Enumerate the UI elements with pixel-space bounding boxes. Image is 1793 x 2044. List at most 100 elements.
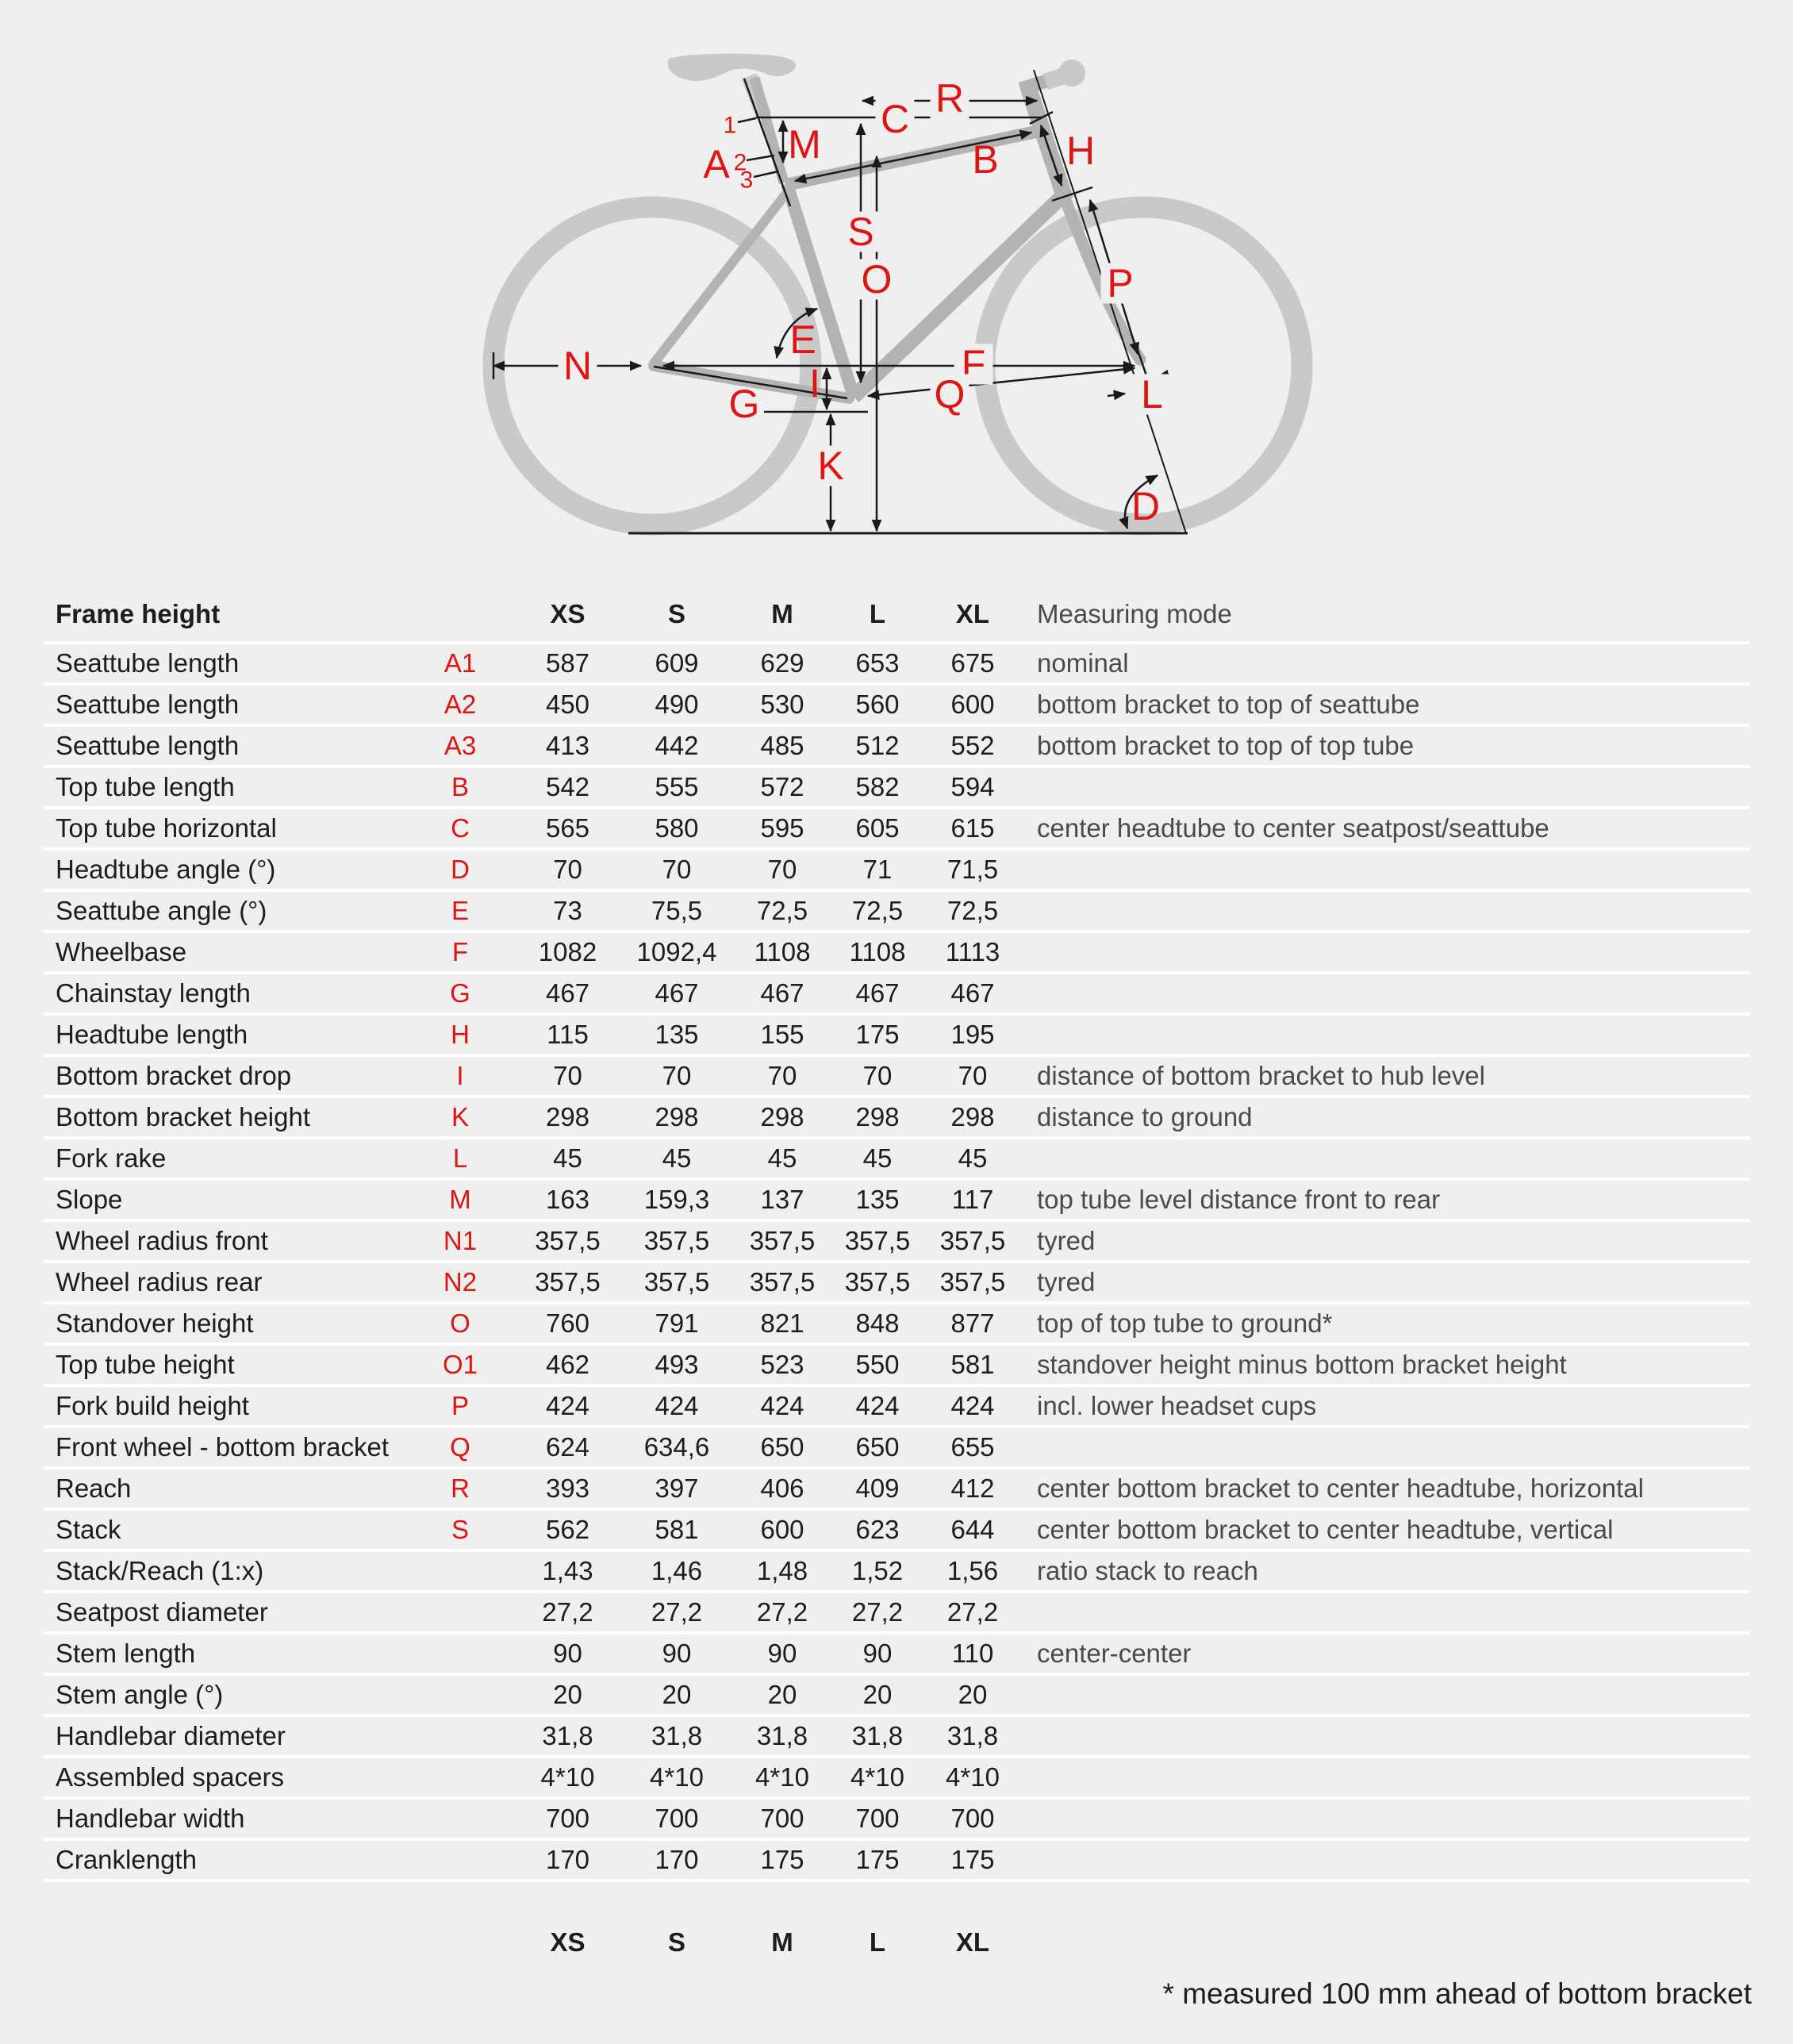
row-value-xs: 393	[545, 1473, 590, 1503]
label-mask	[930, 78, 969, 119]
table-row: Seattube length A3 413 442 485 512 552 b…	[44, 727, 1749, 768]
row-value-l: 1,52	[851, 1556, 904, 1585]
tick-headtube-bottom	[1051, 186, 1093, 202]
diagram-label-K: K	[817, 444, 843, 488]
table-row: Stack/Reach (1:x) 1,43 1,46 1,48 1,52 1,…	[44, 1552, 1749, 1593]
row-letter: F	[451, 937, 469, 966]
row-value-l: 27,2	[851, 1597, 904, 1627]
row-label: Assembled spacers	[56, 1762, 284, 1792]
size-header-l: L	[869, 599, 886, 628]
row-value-m: 155	[760, 1020, 804, 1049]
row-value-m: 357,5	[749, 1267, 816, 1297]
row-value-xl: 467	[950, 978, 995, 1008]
row-value-l: 512	[855, 731, 900, 760]
measuring-mode-header: Measuring mode	[1037, 599, 1232, 628]
row-value-xl: 594	[950, 772, 995, 801]
row-letter: O1	[442, 1350, 478, 1379]
row-letter: H	[451, 1020, 470, 1049]
diagram-label-3: 3	[740, 167, 754, 194]
tick-a1	[737, 117, 757, 124]
row-value-l: 31,8	[851, 1721, 904, 1750]
table-row: Top tube length B 542 555 572 582 594	[44, 768, 1749, 809]
row-value-xl: 1113	[945, 937, 1000, 966]
diagram-label-P: P	[1107, 261, 1133, 305]
table-row: Fork rake L 45 45 45 45 45	[44, 1139, 1749, 1181]
row-label: Handlebar diameter	[56, 1721, 286, 1750]
row-value-s: 75,5	[651, 896, 703, 925]
row-value-l: 582	[855, 772, 900, 801]
row-value-m: 700	[760, 1804, 804, 1833]
row-value-xl: 552	[950, 731, 995, 760]
label-mask	[811, 445, 850, 486]
angle-arc-d	[1119, 474, 1159, 530]
row-value-xl: 357,5	[939, 1226, 1006, 1255]
diagram-label-2: 2	[734, 150, 747, 176]
row-letter: P	[451, 1391, 469, 1420]
row-label: Wheel radius rear	[56, 1267, 263, 1297]
row-value-l: 298	[855, 1102, 900, 1132]
row-value-xl: 298	[950, 1102, 995, 1132]
row-letter: Q	[450, 1432, 470, 1462]
table-row: Stem angle (°) 20 20 20 20 20	[44, 1676, 1749, 1717]
row-letter: A1	[443, 648, 477, 678]
geometry-table: Frame height XS S M L XL Measuring mode …	[44, 587, 1749, 2003]
table-row: Headtube angle (°) D 70 70 70 71 71,5	[44, 851, 1749, 892]
footnote: * measured 100 mm ahead of bottom bracke…	[1162, 1977, 1752, 2010]
row-value-xs: 70	[553, 855, 582, 884]
row-value-m: 70	[767, 1061, 797, 1090]
row-label: Reach	[56, 1473, 132, 1503]
row-value-l: 90	[862, 1639, 893, 1668]
row-value-xs: 115	[547, 1020, 589, 1049]
row-label: Wheelbase	[56, 937, 187, 966]
seatpost-axis-line	[743, 78, 792, 207]
table-row: Top tube horizontal C 565 580 595 605 61…	[44, 809, 1749, 851]
table-row: Seatpost diameter 27,2 27,2 27,2 27,2 27…	[44, 1593, 1749, 1635]
label-mask	[1100, 263, 1140, 304]
saddle	[667, 53, 797, 81]
row-value-s: 581	[655, 1515, 699, 1544]
row-label: Slope	[56, 1185, 123, 1214]
row-label: Front wheel - bottom bracket	[56, 1432, 390, 1462]
row-label: Seattube angle (°)	[56, 896, 267, 925]
row-value-s: 90	[662, 1639, 692, 1668]
footer-size-m: M	[771, 1927, 793, 1957]
row-label: Top tube horizontal	[56, 813, 277, 843]
row-value-xs: 760	[545, 1308, 590, 1338]
row-value-s: 555	[655, 772, 699, 801]
row-value-xs: 562	[545, 1515, 590, 1544]
row-value-l: 175	[855, 1845, 900, 1874]
label-mask	[857, 259, 896, 300]
row-value-l: 71	[862, 855, 893, 884]
row-value-l: 848	[855, 1308, 900, 1338]
row-measuring-mode: distance of bottom bracket to hub level	[1037, 1061, 1485, 1090]
diagram-label-G: G	[729, 382, 760, 426]
row-value-s: 135	[655, 1020, 699, 1049]
row-value-s: 490	[655, 690, 699, 719]
row-value-xl: 117	[951, 1185, 994, 1214]
row-value-s: 70	[662, 1061, 692, 1090]
row-value-l: 650	[855, 1432, 900, 1462]
row-value-s: 45	[662, 1143, 692, 1173]
row-value-m: 530	[760, 690, 804, 719]
table-row: Assembled spacers 4*10 4*10 4*10 4*10 4*…	[44, 1758, 1749, 1800]
diagram-label-D: D	[1131, 484, 1160, 528]
row-value-xl: 70	[958, 1061, 988, 1090]
tick-a2	[746, 154, 775, 162]
row-value-m: 600	[760, 1515, 804, 1544]
row-value-xl: 110	[951, 1639, 994, 1668]
row-value-s: 4*10	[650, 1762, 704, 1792]
table-row: Handlebar diameter 31,8 31,8 31,8 31,8 3…	[44, 1717, 1749, 1758]
row-value-s: 634,6	[643, 1432, 710, 1462]
row-value-xl: 644	[950, 1515, 995, 1544]
row-value-l: 175	[855, 1020, 900, 1049]
row-label: Seattube length	[56, 731, 240, 760]
table-row: Headtube length H 115 135 155 175 195	[44, 1016, 1749, 1057]
row-value-xs: 462	[545, 1350, 590, 1379]
row-value-s: 170	[655, 1845, 699, 1874]
table-body: Seattube length A1 587 609 629 653 675 n…	[44, 644, 1749, 1882]
row-measuring-mode: center-center	[1037, 1639, 1192, 1668]
row-value-s: 424	[655, 1391, 699, 1420]
row-value-xl: 20	[958, 1680, 988, 1709]
row-measuring-mode: center headtube to center seatpost/seatt…	[1037, 813, 1549, 843]
row-value-xs: 31,8	[542, 1721, 593, 1750]
